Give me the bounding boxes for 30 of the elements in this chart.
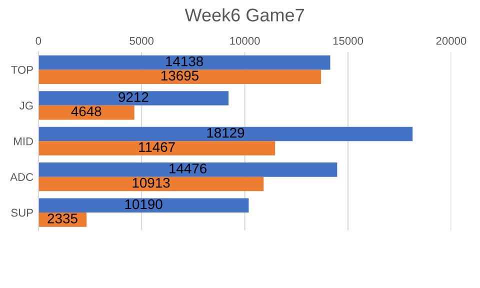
data-label: 10190 bbox=[125, 199, 162, 210]
y-tick-label: MID bbox=[14, 138, 34, 146]
data-label: 2335 bbox=[48, 214, 78, 224]
data-label: 14138 bbox=[166, 56, 204, 66]
x-tick-label: 20000 bbox=[436, 36, 466, 45]
y-tick-label: TOP bbox=[11, 66, 33, 74]
bar bbox=[38, 176, 264, 192]
data-label: 9212 bbox=[118, 92, 148, 102]
x-tick-label: 0 bbox=[36, 36, 42, 45]
bar bbox=[38, 198, 249, 213]
data-label: 13695 bbox=[161, 70, 198, 81]
x-tick-label: 15000 bbox=[333, 36, 364, 45]
y-tick-label: ADC bbox=[10, 173, 34, 181]
data-label: 18129 bbox=[207, 128, 244, 138]
x-tick-label: 5000 bbox=[130, 36, 154, 45]
x-tick-label: 10000 bbox=[230, 36, 260, 45]
bar bbox=[38, 105, 134, 120]
data-label: 4648 bbox=[71, 106, 102, 116]
bar bbox=[38, 126, 413, 142]
chart-title: Week6 Game7 bbox=[184, 8, 304, 22]
bar bbox=[38, 141, 276, 156]
data-label: 11467 bbox=[139, 142, 175, 152]
bar bbox=[38, 55, 330, 70]
bar bbox=[38, 91, 229, 106]
bar bbox=[38, 162, 338, 177]
data-label: 10913 bbox=[132, 178, 170, 188]
y-tick-label: JG bbox=[20, 102, 33, 110]
y-tick-label: SUP bbox=[11, 208, 33, 217]
data-label: 14476 bbox=[170, 164, 206, 174]
bar bbox=[38, 70, 322, 84]
